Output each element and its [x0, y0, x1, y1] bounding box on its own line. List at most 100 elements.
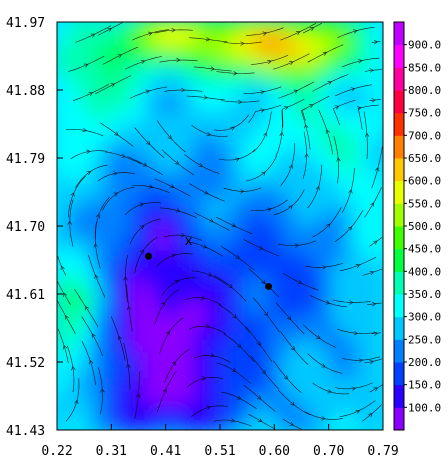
streamline-arrow — [348, 189, 353, 194]
field-cell — [93, 97, 109, 113]
field-cell — [156, 314, 171, 329]
field-cell — [193, 301, 209, 317]
field-cell — [206, 378, 221, 393]
field-cell — [193, 186, 209, 202]
streamline-arrow — [308, 104, 314, 109]
streamline — [309, 295, 347, 308]
streamline — [371, 332, 381, 335]
field-cell — [369, 378, 383, 393]
field-cell — [206, 59, 221, 74]
field-cell — [156, 33, 171, 49]
field-cell — [143, 288, 159, 304]
streamline-arrow — [174, 160, 180, 165]
streamline-arrow — [201, 376, 207, 381]
streamline — [154, 289, 180, 325]
field-cell — [281, 403, 297, 419]
field-cell — [219, 135, 234, 151]
field-cell — [369, 97, 383, 113]
field-cell — [269, 46, 284, 62]
field-cell — [244, 72, 259, 87]
field-cell — [356, 390, 372, 406]
field-cell — [319, 403, 334, 419]
streamline-arrow — [279, 131, 284, 137]
field-cell — [281, 250, 297, 266]
field-cell — [269, 135, 284, 151]
field-cell — [281, 199, 297, 215]
field-cell — [306, 97, 322, 113]
field-cell — [344, 250, 359, 266]
field-cell — [256, 250, 272, 266]
streamline — [164, 234, 202, 241]
streamline — [332, 299, 371, 303]
field-cell — [281, 161, 297, 176]
field-cell — [206, 276, 221, 291]
field-cell — [57, 22, 71, 36]
field-cell — [206, 84, 221, 100]
field-cell — [143, 314, 159, 329]
field-cell — [269, 288, 284, 304]
field-cell — [294, 33, 309, 49]
streamline-arrow — [309, 27, 315, 31]
field-cell — [231, 225, 247, 240]
field-cell — [93, 225, 109, 240]
streamline-arrow — [83, 63, 89, 68]
field-cell — [81, 403, 96, 419]
field-cell — [294, 46, 309, 62]
field-cell — [68, 174, 84, 189]
field-cell — [219, 46, 234, 62]
field-cell — [356, 378, 372, 393]
streamline-arrow — [175, 208, 181, 213]
field-cell — [106, 46, 121, 62]
field-cell — [244, 403, 259, 419]
field-cell — [331, 301, 347, 317]
field-cell — [168, 199, 184, 215]
field-cell — [68, 314, 84, 329]
field-cell — [57, 135, 71, 151]
field-cell — [118, 237, 134, 253]
field-cell — [256, 161, 272, 176]
field-cell — [168, 403, 184, 419]
field-cell — [206, 365, 221, 380]
streamline-arrow — [288, 61, 294, 66]
field-cell — [131, 378, 146, 393]
field-cell — [256, 403, 272, 419]
field-cell — [331, 148, 347, 164]
field-cell — [331, 390, 347, 406]
field-cell — [369, 352, 383, 368]
field-cell — [231, 110, 247, 125]
streamline-arrow — [70, 192, 75, 197]
field-cell — [294, 250, 309, 266]
streamline — [221, 100, 260, 103]
station-markers: x — [145, 234, 273, 290]
field-cell — [118, 378, 134, 393]
field-cell — [68, 352, 84, 368]
field-cell — [156, 352, 171, 368]
streamline-arrow — [88, 92, 94, 97]
field-cell — [319, 174, 334, 189]
field-cell — [143, 212, 159, 227]
field-cell — [156, 276, 171, 291]
streamline-arrow — [371, 98, 376, 103]
streamline — [102, 46, 139, 65]
field-cell — [131, 276, 146, 291]
x-tick-label: 0.22 — [41, 444, 72, 459]
streamline — [214, 114, 249, 131]
field-cell — [156, 250, 171, 266]
field-cell — [181, 288, 196, 304]
streamline-arrow — [325, 129, 330, 134]
field-cell — [294, 97, 309, 113]
field-cell — [344, 327, 359, 342]
field-cell — [57, 378, 71, 393]
streamline-arrow — [162, 388, 167, 393]
field-cell — [319, 416, 334, 430]
field-cell — [306, 339, 322, 355]
field-cell — [118, 135, 134, 151]
field-cell — [206, 199, 221, 215]
field-cell — [57, 237, 71, 253]
field-cell — [156, 161, 171, 176]
field-cell — [331, 97, 347, 113]
field-cell — [281, 110, 297, 125]
streamline-arrow — [326, 223, 331, 228]
streamline-arrow — [231, 223, 237, 228]
